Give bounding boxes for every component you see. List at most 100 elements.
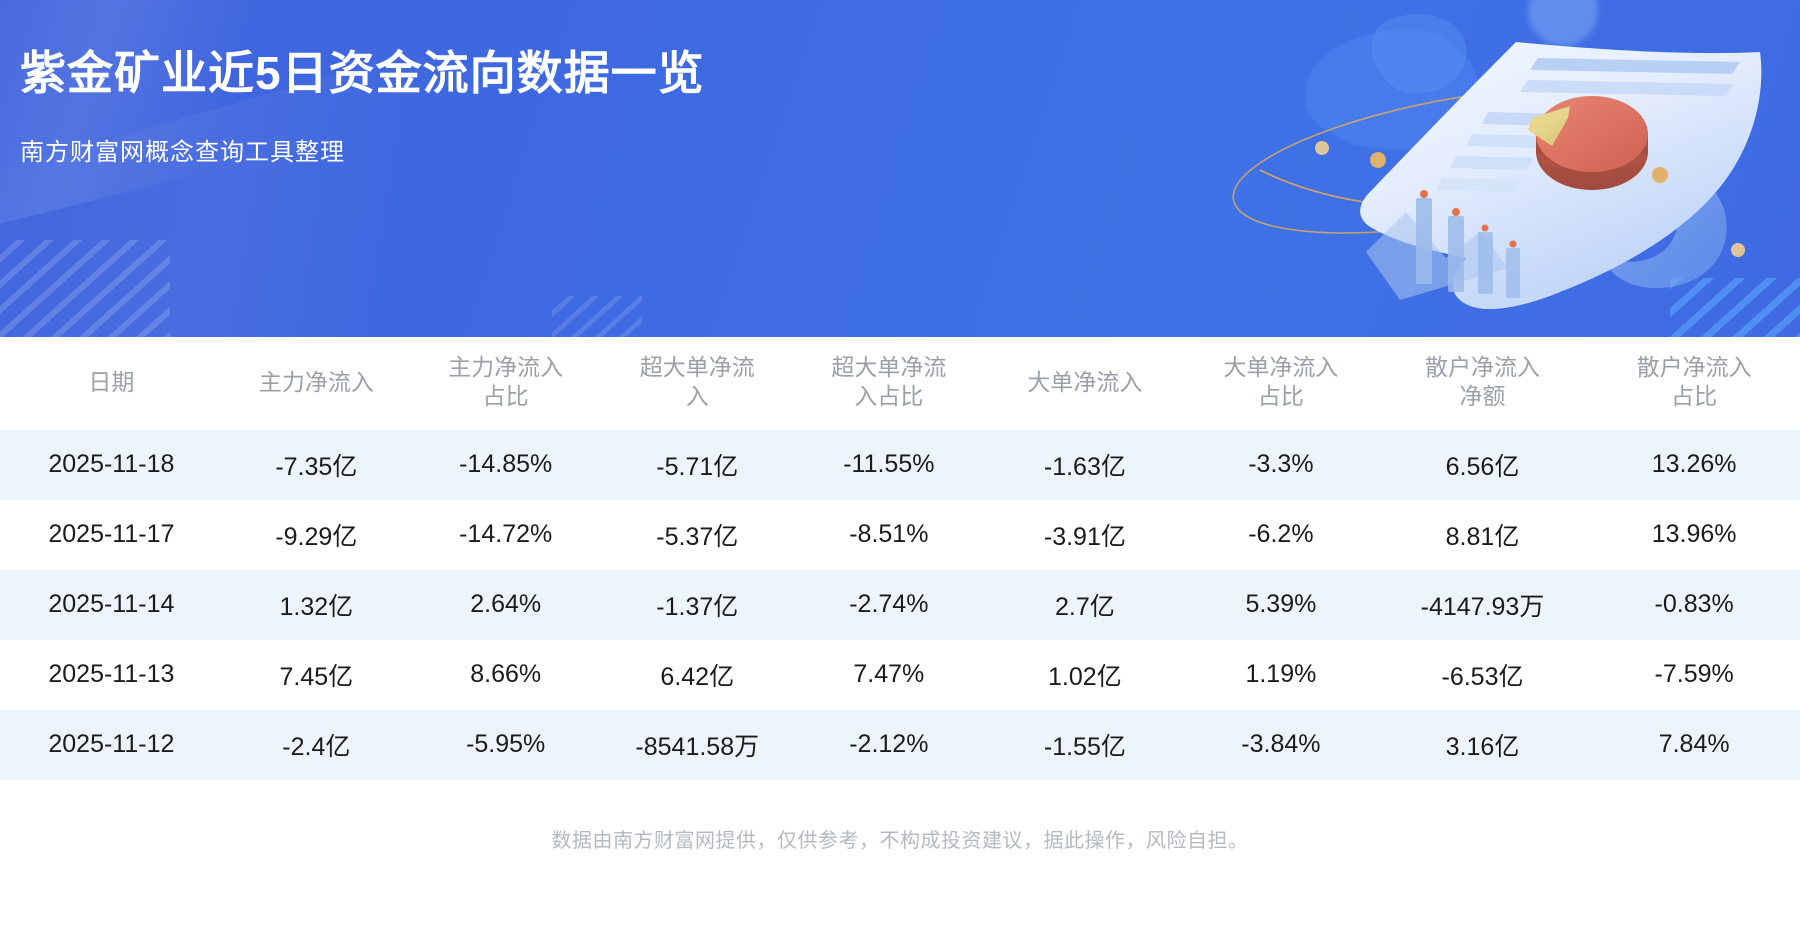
cell-main-net-inflow: 7.45亿 — [222, 639, 410, 710]
cell-large-net-inflow: -1.55亿 — [984, 709, 1186, 780]
art-bar-dot-4-icon — [1509, 240, 1517, 248]
column-header-main-net-inflow-ratio: 主力净流入 占比 — [410, 337, 602, 430]
cell-large-net-inflow-ratio: -6.2% — [1185, 499, 1377, 570]
cell-large-net-inflow: -3.91亿 — [984, 499, 1186, 570]
column-header-large-net-inflow-ratio-line2: 占比 — [1257, 383, 1304, 410]
art-text-line-4-icon — [1436, 178, 1520, 192]
column-header-main-net-inflow-line1: 主力净流入 — [258, 368, 374, 395]
art-paper-fold-icon — [1460, 292, 1560, 310]
banner-text-block: 紫金矿业近5日资金流向数据一览 南方财富网概念查询工具整理 — [20, 47, 705, 167]
column-header-super-large-net-inflow-ratio-line2: 入占比 — [854, 383, 924, 410]
column-header-date: 日期 — [0, 337, 223, 430]
column-header-main-net-inflow-ratio-line2: 占比 — [482, 383, 529, 410]
art-orbit-bead-2-icon — [1370, 152, 1386, 168]
cell-super-large-net-inflow-ratio: -11.55% — [793, 429, 985, 500]
cell-date: 2025-11-18 — [0, 429, 223, 500]
cell-retail-net-inflow-amount: -4147.93万 — [1376, 569, 1589, 640]
fund-flow-table: 日期 主力净流入 主力净流入 占比 超大单净流 入 — [0, 337, 1800, 780]
cell-retail-net-inflow-amount: -6.53亿 — [1376, 639, 1589, 710]
column-header-super-large-net-inflow-line1: 超大单净流 — [639, 354, 755, 380]
table-header: 日期 主力净流入 主力净流入 占比 超大单净流 入 — [0, 337, 1800, 430]
column-header-super-large-net-inflow: 超大单净流 入 — [601, 337, 793, 430]
art-bar-3-icon — [1478, 232, 1493, 294]
cell-super-large-net-inflow: -8541.58万 — [601, 709, 794, 780]
art-orbit-bead-4-icon — [1731, 243, 1745, 257]
cell-super-large-net-inflow: -5.37亿 — [601, 499, 794, 570]
cell-main-net-inflow: 1.32亿 — [222, 569, 410, 640]
art-bar-line-2-icon — [1520, 80, 1734, 96]
cell-date: 2025-11-12 — [0, 709, 223, 780]
cell-super-large-net-inflow-ratio: -2.74% — [793, 569, 985, 640]
banner-hatch-stripes-left-icon — [0, 240, 170, 337]
column-header-retail-net-inflow-amount-line2: 净额 — [1459, 383, 1506, 410]
art-bar-dot-3-icon — [1481, 224, 1489, 232]
cell-super-large-net-inflow: -1.37亿 — [601, 569, 794, 640]
art-blob-icon — [1371, 14, 1467, 94]
table-row: 2025-11-13 7.45亿 8.66% 6.42亿 7.47% 1.02亿… — [0, 639, 1800, 710]
cell-large-net-inflow: 1.02亿 — [984, 639, 1186, 710]
cell-date: 2025-11-17 — [0, 499, 223, 570]
table-row: 2025-11-17 -9.29亿 -14.72% -5.37亿 -8.51% … — [0, 499, 1800, 570]
page-title: 紫金矿业近5日资金流向数据一览 — [20, 47, 705, 99]
art-bar-4-icon — [1506, 248, 1520, 298]
cell-large-net-inflow-ratio: 5.39% — [1185, 569, 1377, 640]
art-orbit-bead-3-icon — [1652, 167, 1668, 183]
art-bar-dot-2-icon — [1452, 208, 1460, 216]
cell-large-net-inflow: 2.7亿 — [984, 569, 1186, 640]
column-header-retail-net-inflow-ratio: 散户净流入 占比 — [1588, 337, 1800, 430]
disclaimer-text: 数据由南方财富网提供，仅供参考，不构成投资建议，据此操作，风险自担。 — [551, 830, 1249, 852]
column-header-retail-net-inflow-ratio-line2: 占比 — [1671, 383, 1718, 410]
column-header-super-large-net-inflow-ratio-line1: 超大单净流 — [831, 354, 947, 380]
cell-main-net-inflow-ratio: -5.95% — [409, 709, 602, 780]
cell-retail-net-inflow-ratio: 13.26% — [1588, 429, 1800, 500]
cell-retail-net-inflow-amount: 6.56亿 — [1376, 429, 1589, 500]
cell-large-net-inflow-ratio: 1.19% — [1185, 639, 1377, 710]
cell-retail-net-inflow-ratio: -7.59% — [1588, 639, 1800, 710]
table-body: 2025-11-18 -7.35亿 -14.85% -5.71亿 -11.55%… — [0, 429, 1800, 780]
fund-flow-table-container: 南方财富网 Southmoney.com 日期 主力净流入 — [0, 337, 1800, 792]
page-footer: 数据由南方财富网提供，仅供参考，不构成投资建议，据此操作，风险自担。 — [0, 792, 1800, 928]
cell-date: 2025-11-13 — [0, 639, 223, 710]
column-header-date-line1: 日期 — [88, 368, 135, 395]
art-bar-line-1-icon — [1530, 58, 1740, 74]
art-bar-dot-1-icon — [1420, 190, 1428, 198]
column-header-main-net-inflow-ratio-line1: 主力净流入 — [448, 354, 564, 380]
cell-main-net-inflow-ratio: 2.64% — [409, 569, 602, 640]
column-header-main-net-inflow: 主力净流入 — [223, 337, 410, 430]
art-pie-wedge-top-icon — [1528, 106, 1570, 130]
cell-main-net-inflow-ratio: 8.66% — [409, 639, 602, 710]
table-row: 2025-11-14 1.32亿 2.64% -1.37亿 -2.74% 2.7… — [0, 569, 1800, 640]
art-mountain-icon — [1366, 212, 1508, 300]
cell-large-net-inflow-ratio: -3.84% — [1185, 709, 1377, 780]
art-orbit-bead-1-icon — [1315, 141, 1329, 155]
art-text-line-3-icon — [1450, 156, 1534, 170]
column-header-large-net-inflow-line1: 大单净流入 — [1027, 368, 1143, 395]
column-header-large-net-inflow: 大单净流入 — [985, 337, 1185, 430]
table-header-row: 日期 主力净流入 主力净流入 占比 超大单净流 入 — [0, 337, 1800, 430]
column-header-retail-net-inflow-ratio-line1: 散户净流入 — [1636, 354, 1752, 380]
cell-large-net-inflow: -1.63亿 — [984, 429, 1186, 500]
report-chart-illustration-icon — [1232, 14, 1762, 310]
cell-main-net-inflow: -2.4亿 — [222, 709, 410, 780]
column-header-retail-net-inflow-amount: 散户净流入 净额 — [1377, 337, 1589, 430]
banner-hatch-stripes-middle-icon — [552, 296, 642, 337]
column-header-super-large-net-inflow-line2: 入 — [685, 383, 709, 410]
cell-retail-net-inflow-ratio: 13.96% — [1588, 499, 1800, 570]
art-pie-wedge-icon — [1528, 118, 1568, 146]
cell-super-large-net-inflow-ratio: 7.47% — [793, 639, 985, 710]
cell-retail-net-inflow-amount: 8.81亿 — [1376, 499, 1589, 570]
cell-main-net-inflow: -7.35亿 — [222, 429, 410, 500]
cell-retail-net-inflow-ratio: 7.84% — [1588, 709, 1800, 780]
cell-main-net-inflow-ratio: -14.72% — [409, 499, 602, 570]
cell-retail-net-inflow-ratio: -0.83% — [1588, 569, 1800, 640]
cell-super-large-net-inflow: 6.42亿 — [601, 639, 794, 710]
column-header-retail-net-inflow-amount-line1: 散户净流入 — [1425, 354, 1540, 380]
column-header-large-net-inflow-ratio: 大单净流入 占比 — [1185, 337, 1377, 430]
page-banner: 紫金矿业近5日资金流向数据一览 南方财富网概念查询工具整理 — [0, 0, 1800, 337]
art-bar-2-icon — [1448, 216, 1464, 292]
cell-main-net-inflow-ratio: -14.85% — [409, 429, 602, 500]
cell-super-large-net-inflow-ratio: -2.12% — [793, 709, 985, 780]
cell-super-large-net-inflow-ratio: -8.51% — [793, 499, 985, 570]
art-bar-1-icon — [1416, 198, 1432, 284]
